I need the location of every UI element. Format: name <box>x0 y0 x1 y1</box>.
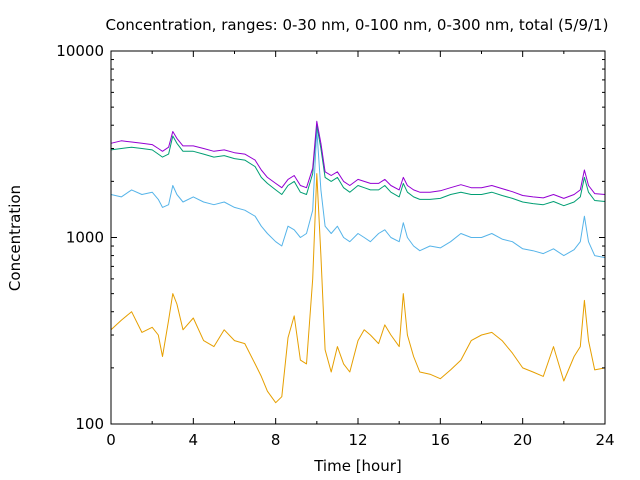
x-tick-label: 16 <box>431 431 450 449</box>
x-tick-label: 24 <box>595 431 614 449</box>
y-tick-label: 1000 <box>66 229 104 247</box>
series-line-4 <box>110 120 606 199</box>
y-axis-label: Concentration <box>6 185 24 291</box>
x-tick-label: 4 <box>189 431 199 449</box>
y-tick-label: 10000 <box>56 42 104 60</box>
series-line-3 <box>110 124 606 207</box>
y-tick-label: 100 <box>75 415 104 433</box>
series-group <box>110 120 606 404</box>
x-axis-label: Time [hour] <box>313 457 402 475</box>
x-tick-label: 20 <box>513 431 532 449</box>
series-line-2 <box>110 128 606 259</box>
x-tick-label: 12 <box>348 431 367 449</box>
chart-title: Concentration, ranges: 0-30 nm, 0-100 nm… <box>106 16 609 34</box>
plot-frame <box>110 50 606 425</box>
x-tick-label: 0 <box>106 431 116 449</box>
series-line-1 <box>110 173 606 404</box>
axis-ticks: 0 4 8 12 16 20 24 100 1000 10000 <box>56 42 614 449</box>
x-tick-label: 8 <box>271 431 281 449</box>
